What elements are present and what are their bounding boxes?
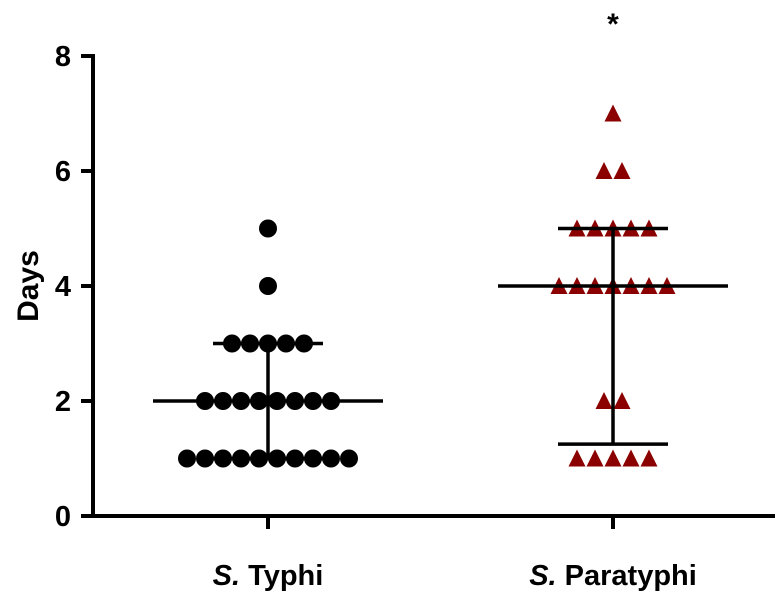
typhi-point [196,449,214,468]
y-tick-label: 0 [55,501,71,533]
typhi-point [322,449,340,468]
paratyphi-point [586,449,604,467]
y-tick-label: 6 [55,156,71,188]
y-tick-label: 2 [55,386,71,418]
x-tick-label: S. Paratyphi [529,560,697,592]
typhi-point [178,449,196,468]
paratyphi-point [613,162,631,179]
typhi-point [340,449,358,468]
y-tick-label: 8 [55,41,71,73]
paratyphi-point [613,392,631,409]
paratyphi-point [640,449,658,467]
typhi-point [259,277,277,295]
x-categories: S. Typhi S. Paratyphi [213,516,697,592]
typhi-point [259,219,277,238]
annotations: * [607,8,619,41]
paratyphi-point [604,449,622,467]
paratyphi-point [622,449,640,467]
paratyphi-point [604,104,622,122]
x-tick-label: S. Typhi [213,560,324,592]
y-tick-label: 4 [55,271,71,303]
paratyphi-point [595,162,613,179]
significance-marker: * [607,8,619,41]
paratyphi-point [595,392,613,409]
summary-bars [153,226,728,461]
y-ticks: 0 2 4 6 8 [55,41,93,533]
paratyphi-point [568,449,586,467]
y-axis-title: Days [12,250,45,322]
